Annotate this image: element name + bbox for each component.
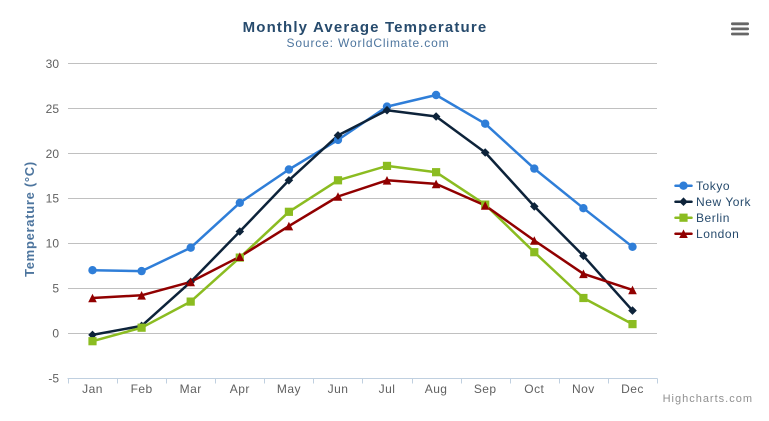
svg-text:Jan: Jan (82, 382, 103, 396)
svg-text:Dec: Dec (621, 382, 644, 396)
svg-text:Monthly Average Temperature: Monthly Average Temperature (243, 19, 488, 36)
svg-text:-5: -5 (48, 371, 59, 385)
svg-text:25: 25 (46, 102, 60, 116)
svg-text:Berlin: Berlin (696, 211, 730, 225)
svg-text:Sep: Sep (474, 382, 497, 396)
svg-text:May: May (277, 382, 301, 396)
svg-text:5: 5 (52, 282, 59, 296)
svg-text:Feb: Feb (131, 382, 153, 396)
svg-text:10: 10 (46, 237, 60, 251)
svg-text:Aug: Aug (425, 382, 448, 396)
svg-text:30: 30 (46, 57, 60, 71)
svg-text:Nov: Nov (572, 382, 595, 396)
svg-text:Jun: Jun (328, 382, 349, 396)
svg-text:Highcharts.com: Highcharts.com (663, 393, 753, 405)
svg-text:Tokyo: Tokyo (696, 179, 730, 193)
svg-text:Mar: Mar (180, 382, 202, 396)
svg-text:Temperature (°C): Temperature (°C) (22, 161, 37, 277)
svg-text:Oct: Oct (524, 382, 544, 396)
svg-text:0: 0 (52, 327, 59, 341)
svg-text:London: London (696, 227, 739, 241)
svg-text:Apr: Apr (230, 382, 250, 396)
svg-text:New York: New York (696, 195, 752, 209)
svg-text:Source: WorldClimate.com: Source: WorldClimate.com (287, 36, 450, 50)
svg-text:15: 15 (46, 192, 60, 206)
svg-text:20: 20 (46, 147, 60, 161)
svg-text:Jul: Jul (379, 382, 396, 396)
